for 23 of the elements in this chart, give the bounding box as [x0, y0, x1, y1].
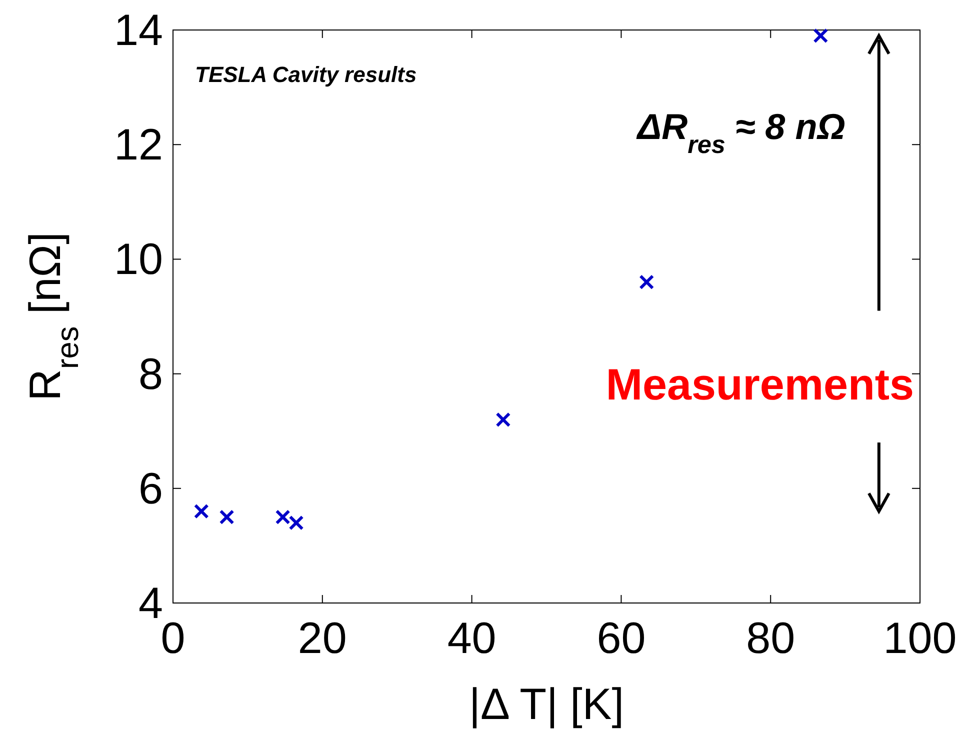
y-tick-label: 6	[138, 464, 163, 514]
x-tick-label: 0	[160, 614, 186, 663]
annotation: TESLA Cavity results	[195, 62, 417, 87]
x-tick-label: 40	[447, 614, 496, 663]
x-tick-label: 20	[298, 614, 347, 663]
x-tick-label: 80	[746, 614, 796, 663]
y-tick-label: 4	[138, 579, 163, 628]
x-axis-title: |Δ T| [K]	[469, 680, 624, 729]
point	[496, 412, 511, 428]
point	[639, 274, 654, 290]
y-tick-label: 10	[114, 235, 163, 284]
y-tick-label: 8	[138, 350, 163, 399]
point	[275, 510, 290, 525]
x-tick-label: 100	[883, 614, 957, 663]
x-tick-label: 60	[596, 614, 646, 663]
point	[194, 504, 209, 519]
point	[219, 510, 234, 525]
annotation: Measurements	[606, 360, 914, 410]
point	[813, 28, 828, 44]
annotation: ΔR$_{res}$ ≈ 8 nΩ	[635, 106, 846, 159]
y-tick-label: 12	[114, 120, 163, 170]
point	[288, 515, 304, 530]
y-tick-label: 14	[114, 6, 163, 55]
